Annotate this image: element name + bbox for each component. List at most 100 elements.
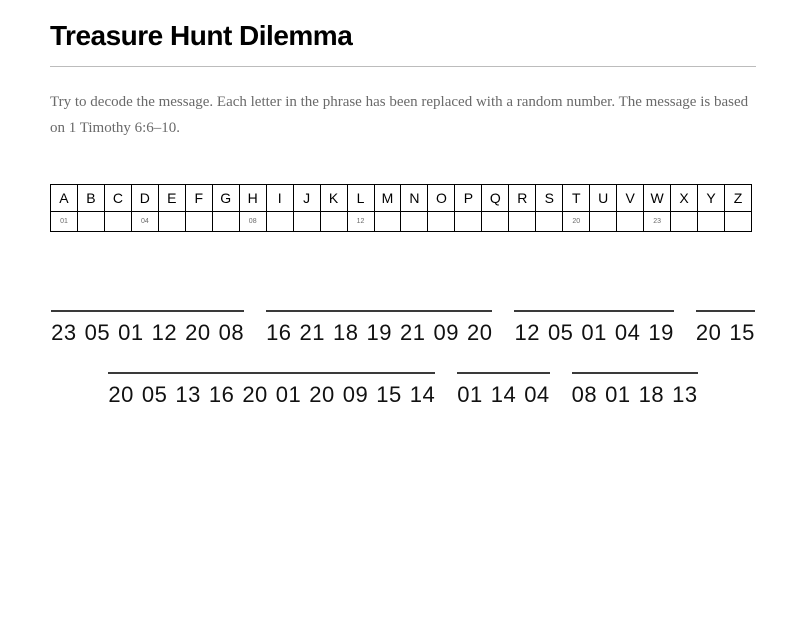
cipher-hint-cell: [186, 212, 213, 232]
cipher-letter-cell: Y: [698, 184, 725, 212]
word-blank-bar: [514, 310, 673, 312]
cipher-letter-cell: J: [294, 184, 321, 212]
cipher-hint-cell: 23: [644, 212, 671, 232]
word-blank-bar: [457, 372, 549, 374]
coded-word: 16 21 18 19 21 09 20: [266, 310, 492, 346]
cipher-hint-cell: [267, 212, 294, 232]
cipher-letter-cell: W: [644, 184, 671, 212]
word-blank-bar: [572, 372, 698, 374]
word-codes: 20051316200120091514: [108, 382, 435, 408]
word-blank-bar: [51, 310, 244, 312]
word-blank-bar: [696, 310, 755, 312]
cipher-hint-cell: [455, 212, 482, 232]
page-title: Treasure Hunt Dilemma: [50, 20, 756, 52]
code-number: 01: [457, 382, 482, 408]
cipher-hint-cell: 01: [51, 212, 78, 232]
cipher-letter-cell: B: [78, 184, 105, 212]
cipher-letter-cell: Q: [482, 184, 509, 212]
coded-word: 01 14 04: [457, 372, 549, 408]
code-number: 20: [696, 320, 721, 346]
coded-word: 08011813: [572, 372, 698, 408]
cipher-letter-cell: Z: [725, 184, 752, 212]
cipher-letter-cell: F: [186, 184, 213, 212]
cipher-hint-cell: [698, 212, 725, 232]
code-number: 04: [524, 382, 549, 408]
word-codes: 08011813: [572, 382, 698, 408]
cipher-letter-cell: K: [321, 184, 348, 212]
cipher-hint-cell: 04: [132, 212, 159, 232]
cipher-hint-cell: [321, 212, 348, 232]
code-number: 20: [185, 320, 210, 346]
code-number: 09: [343, 382, 368, 408]
instructions-text: Try to decode the message. Each letter i…: [50, 89, 756, 142]
cipher-letter-cell: L: [348, 184, 375, 212]
cipher-hint-cell: 08: [240, 212, 267, 232]
cipher-letter-cell: U: [590, 184, 617, 212]
cipher-letter-cell: G: [213, 184, 240, 212]
cipher-letter-cell: D: [132, 184, 159, 212]
cipher-hint-cell: [536, 212, 563, 232]
code-number: 15: [376, 382, 401, 408]
coded-word: 20051316200120091514: [108, 372, 435, 408]
code-number: 20: [467, 320, 492, 346]
coded-word: 12 05 01 04 19: [514, 310, 673, 346]
cipher-letter-cell: A: [51, 184, 78, 212]
cipher-hint-cell: [401, 212, 428, 232]
cipher-hint-cell: [294, 212, 321, 232]
cipher-hint-cell: 12: [348, 212, 375, 232]
word-codes: 2015: [696, 320, 755, 346]
cipher-letter-cell: O: [428, 184, 455, 212]
code-number: 01: [605, 382, 630, 408]
cipher-hint-cell: [375, 212, 402, 232]
cipher-hint-cell: [617, 212, 644, 232]
cipher-letter-cell: H: [240, 184, 267, 212]
code-number: 08: [572, 382, 597, 408]
coded-word: 230501122008: [51, 310, 244, 346]
code-number: 19: [367, 320, 392, 346]
cipher-hint-cell: 20: [563, 212, 590, 232]
cipher-hint-cell: [78, 212, 105, 232]
word-blank-bar: [266, 310, 492, 312]
code-number: 13: [175, 382, 200, 408]
code-number: 04: [615, 320, 640, 346]
code-number: 01: [581, 320, 606, 346]
cipher-letter-cell: R: [509, 184, 536, 212]
code-number: 19: [648, 320, 673, 346]
word-codes: 12 05 01 04 19: [514, 320, 673, 346]
code-number: 15: [729, 320, 754, 346]
cipher-letter-cell: E: [159, 184, 186, 212]
coded-message: 2305011220081621181921092012050104192015…: [50, 310, 756, 408]
cipher-letter-cell: I: [267, 184, 294, 212]
word-codes: 16 21 18 19 21 09 20: [266, 320, 492, 346]
cipher-letter-cell: P: [455, 184, 482, 212]
code-number: 20: [309, 382, 334, 408]
code-number: 09: [433, 320, 458, 346]
code-number: 21: [400, 320, 425, 346]
cipher-letter-cell: T: [563, 184, 590, 212]
cipher-hint-cell: [105, 212, 132, 232]
code-number: 14: [491, 382, 516, 408]
code-number: 18: [333, 320, 358, 346]
cipher-hint-cell: [590, 212, 617, 232]
cipher-letter-cell: N: [401, 184, 428, 212]
code-number: 12: [514, 320, 539, 346]
code-number: 05: [548, 320, 573, 346]
code-number: 18: [639, 382, 664, 408]
code-number: 05: [85, 320, 110, 346]
cipher-letter-cell: C: [105, 184, 132, 212]
title-divider: [50, 66, 756, 67]
code-number: 23: [51, 320, 76, 346]
cipher-hint-cell: [213, 212, 240, 232]
cipher-letter-cell: S: [536, 184, 563, 212]
code-number: 16: [266, 320, 291, 346]
cipher-hint-cell: [509, 212, 536, 232]
code-number: 20: [242, 382, 267, 408]
cipher-key-table: ABCDEFGHIJKLMNOPQRSTUVWXYZ010408122023: [50, 184, 752, 232]
cipher-hint-cell: [159, 212, 186, 232]
word-codes: 230501122008: [51, 320, 244, 346]
code-number: 01: [276, 382, 301, 408]
cipher-hint-cell: [428, 212, 455, 232]
cipher-hint-cell: [482, 212, 509, 232]
cipher-hint-cell: [671, 212, 698, 232]
code-number: 21: [300, 320, 325, 346]
